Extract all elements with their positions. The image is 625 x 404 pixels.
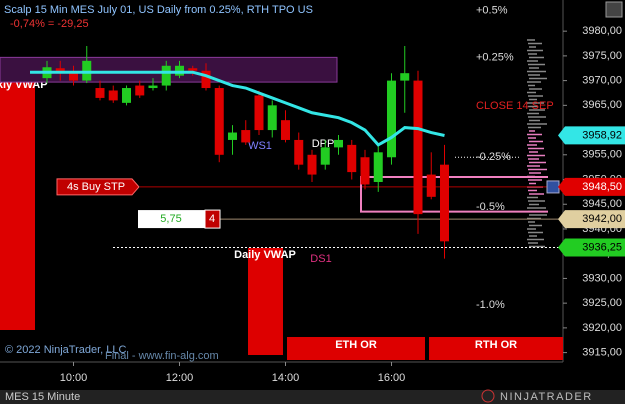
- pivot-label: DS1: [310, 253, 331, 265]
- candle-body: [188, 68, 198, 71]
- candle-body: [400, 73, 410, 81]
- pivot-label: DPP: [312, 138, 335, 150]
- x-tick-label: 10:00: [60, 372, 88, 384]
- y-tick-label: 3970,00: [582, 75, 622, 87]
- y-tick-label: 3980,00: [582, 25, 622, 37]
- candle-body: [228, 132, 237, 140]
- candle-body: [373, 152, 383, 182]
- candle-body: [413, 80, 423, 215]
- pct-level: -1.0%: [476, 299, 505, 311]
- candle-body: [360, 157, 370, 185]
- pct-level: +0.5%: [476, 4, 508, 16]
- y-tick-label: 3975,00: [582, 50, 622, 62]
- price-marker: [558, 126, 625, 145]
- x-tick-label: 16:00: [378, 372, 406, 384]
- candle-body: [387, 80, 396, 158]
- price-marker-label: 3942,00: [582, 213, 622, 225]
- candle-body: [320, 147, 330, 165]
- menu-icon[interactable]: [605, 1, 623, 18]
- x-tick-label: 14:00: [272, 372, 300, 384]
- y-tick-label: 3925,00: [582, 297, 622, 309]
- pct-level: -0.25%: [476, 151, 511, 163]
- candle-body: [95, 88, 105, 98]
- order-button[interactable]: [56, 178, 140, 196]
- price-marker-label: 3936,25: [582, 241, 622, 253]
- brand: NINJATRADER: [500, 391, 593, 403]
- price-marker-label: 3948,50: [582, 181, 622, 193]
- price-marker: [558, 177, 625, 196]
- x-tick-label: 12:00: [166, 372, 194, 384]
- pivot-label: WS1: [248, 140, 272, 152]
- y-tick-label: 3930,00: [582, 272, 622, 284]
- position-box: [546, 180, 560, 194]
- vwap-line: [30, 70, 445, 147]
- candle-body: [440, 164, 449, 242]
- plot: [0, 39, 563, 259]
- offset-box: [138, 210, 205, 229]
- daily-vwap-label: Daily VWAP: [234, 249, 296, 261]
- candle-body: [135, 85, 145, 96]
- instrument: MES 15 Minute: [5, 391, 80, 403]
- price-marker: [558, 238, 625, 257]
- candle-body: [108, 90, 118, 101]
- order-label: 4s Buy STP: [67, 181, 125, 193]
- rth-or-label: RTH OR: [475, 339, 517, 351]
- order-qty: 4: [209, 213, 215, 225]
- candle-body: [307, 154, 317, 175]
- candle-body: [148, 85, 158, 89]
- brand-logo: [481, 389, 495, 403]
- change: -0,74% = -29,25: [10, 18, 89, 30]
- y-tick-label: 3915,00: [582, 347, 622, 359]
- order-offset: 5,75: [160, 213, 181, 225]
- candle-body: [201, 70, 211, 89]
- candle-body: [267, 105, 277, 131]
- candle-body: [254, 95, 264, 131]
- candle-body: [334, 139, 343, 148]
- price-marker-label: 3958,92: [582, 129, 622, 141]
- daily-vwap-box: [248, 248, 283, 355]
- qty-box: [204, 209, 221, 229]
- eth-or-box: [287, 337, 425, 360]
- copyright: © 2022 NinjaTrader, LLC: [5, 344, 126, 356]
- y-tick-label: 3945,00: [582, 198, 622, 210]
- candle-body: [214, 88, 224, 155]
- pct-level: +0.25%: [476, 51, 514, 63]
- pct-level: -0.5%: [476, 201, 505, 213]
- y-tick-label: 3965,00: [582, 99, 622, 111]
- chart-title: Scalp 15 Min MES July 01, US Daily from …: [4, 4, 313, 16]
- status-bar: [0, 390, 625, 404]
- candle-body: [294, 139, 304, 165]
- candle-body: [69, 73, 78, 81]
- y-tick-label: 3955,00: [582, 149, 622, 161]
- candle-body: [122, 88, 131, 103]
- candle-body: [426, 174, 436, 197]
- candle-body: [281, 120, 290, 140]
- rth-or-box: [429, 337, 563, 360]
- watermark: Final - www.fin-alg.com: [105, 350, 219, 362]
- candle-body: [241, 130, 251, 143]
- weekly-vwap-box: [0, 78, 35, 330]
- candle-body: [161, 65, 171, 86]
- eth-or-label: ETH OR: [335, 339, 377, 351]
- candle-body: [347, 144, 357, 173]
- y-tick-label: 3920,00: [582, 322, 622, 334]
- price-marker: [558, 210, 625, 229]
- pct-level: CLOSE 14 SEP: [476, 100, 554, 112]
